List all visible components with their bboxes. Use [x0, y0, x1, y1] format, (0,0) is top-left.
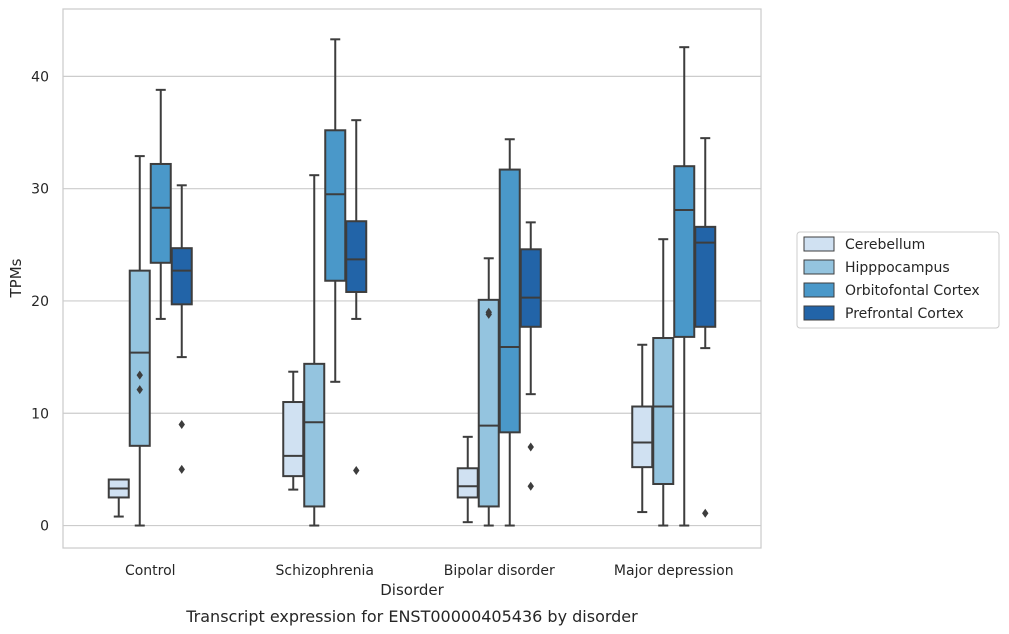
box-cerebellum	[631, 343, 654, 514]
box-plot-series	[107, 38, 717, 527]
box-cerebellum	[107, 478, 130, 518]
outlier-point	[527, 442, 534, 452]
box-iqr	[519, 248, 542, 328]
box-prefrontal-cortex	[694, 137, 717, 518]
box-cerebellum	[456, 435, 479, 524]
y-tick-label: 30	[31, 182, 49, 198]
box-iqr	[149, 162, 172, 264]
box-orbitofontal-cortex	[149, 88, 172, 320]
legend: Cerebellum Hipppocampus Orbitofontal Corte…	[796, 231, 1000, 329]
box-iqr	[498, 168, 521, 434]
box-hipppocampus	[303, 174, 326, 527]
y-tick-label: 10	[31, 406, 49, 422]
box-iqr	[694, 225, 717, 328]
outlier-point	[136, 370, 143, 380]
y-tick-label: 40	[31, 69, 49, 85]
x-tick-label: Major depression	[614, 563, 734, 579]
box-cerebellum	[282, 370, 305, 491]
box-iqr	[345, 220, 368, 293]
y-axis-ticks: 0 10 20 30 40	[31, 69, 49, 534]
legend-swatch-prefrontal-cortex	[803, 305, 835, 321]
box-iqr	[282, 401, 305, 478]
box-hipppocampus	[477, 257, 500, 527]
y-tick-label: 20	[31, 294, 49, 310]
legend-frame	[796, 231, 1000, 329]
x-axis-label: Disorder	[380, 581, 444, 599]
outlier-point	[178, 464, 185, 474]
x-axis-ticks: Control Schizophrenia Bipolar disorder Majo…	[125, 563, 734, 579]
outlier-point	[178, 419, 185, 429]
y-axis-label: TPMs	[7, 258, 25, 298]
box-iqr	[673, 165, 696, 338]
x-tick-label: Schizophrenia	[276, 563, 374, 579]
box-iqr	[652, 337, 675, 485]
box-prefrontal-cortex	[345, 119, 368, 476]
legend-swatch-cerebellum	[803, 236, 835, 252]
legend-swatch-orbitofontal-cortex	[803, 282, 835, 298]
box-iqr	[128, 269, 151, 447]
box-orbitofontal-cortex	[324, 38, 347, 383]
box-iqr	[303, 362, 326, 508]
legend-label-cerebellum: Cerebellum	[845, 237, 925, 253]
box-iqr	[170, 247, 193, 306]
outlier-point	[485, 307, 492, 317]
box-iqr	[631, 405, 654, 469]
legend-label-orbitofontal-cortex: Orbitofontal Cortex	[845, 283, 980, 299]
box-orbitofontal-cortex	[673, 46, 696, 527]
legend-label-prefrontal-cortex: Prefrontal Cortex	[845, 306, 964, 322]
box-prefrontal-cortex	[170, 184, 193, 474]
box-iqr	[477, 298, 500, 508]
box-orbitofontal-cortex	[498, 138, 521, 527]
legend-swatch-hipppocampus	[803, 259, 835, 275]
chart-caption: Transcript expression for ENST0000040543…	[185, 607, 638, 626]
plot-frame	[62, 8, 762, 549]
y-tick-label: 0	[40, 519, 49, 535]
outlier-point	[702, 508, 709, 518]
outlier-point	[353, 466, 360, 476]
outlier-point	[527, 481, 534, 491]
box-prefrontal-cortex	[519, 221, 542, 491]
x-tick-label: Control	[125, 563, 176, 579]
box-iqr	[456, 467, 479, 499]
box-iqr	[324, 129, 347, 282]
legend-label-hipppocampus: Hipppocampus	[845, 260, 950, 276]
x-tick-label: Bipolar disorder	[444, 563, 555, 579]
box-hipppocampus	[128, 155, 151, 527]
outlier-point	[136, 385, 143, 395]
box-hipppocampus	[652, 238, 675, 527]
